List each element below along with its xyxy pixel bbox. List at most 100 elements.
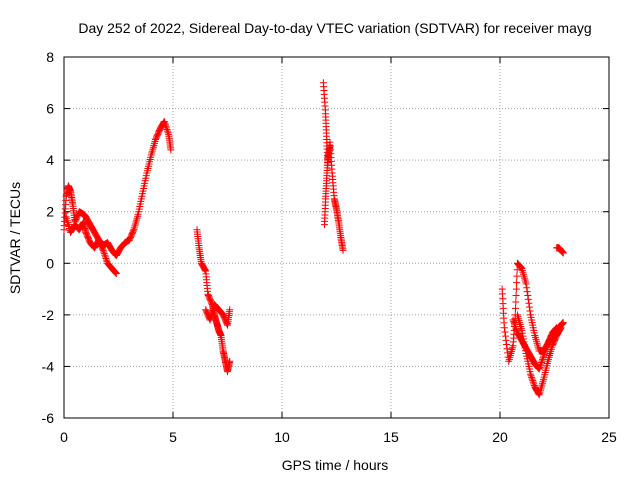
data-point [102, 254, 110, 262]
y-tick-label: 6 [46, 101, 54, 117]
series-arc-3 [319, 79, 347, 254]
data-point [503, 341, 511, 349]
series-arc-3-branch [321, 143, 334, 229]
data-point [162, 124, 170, 132]
data-point [112, 270, 120, 278]
x-tick-label: 20 [492, 429, 508, 445]
data-point [517, 263, 525, 271]
data-point [540, 352, 548, 360]
data-point [160, 117, 168, 125]
series-arc-4 [498, 259, 567, 365]
data-point [501, 328, 509, 336]
data-point [133, 214, 141, 222]
data-point [539, 354, 547, 362]
data-point [508, 346, 516, 354]
data-point [525, 299, 533, 307]
data-point [529, 378, 537, 386]
data-point [502, 336, 510, 344]
y-axis-label: SDTVAR / TECUs [7, 182, 23, 294]
series-arc-2-branch [202, 301, 234, 329]
data-point [131, 222, 139, 230]
data-point [512, 292, 520, 300]
data-point [527, 370, 535, 378]
data-point [129, 227, 137, 235]
data-points [60, 79, 567, 399]
data-point [519, 270, 527, 278]
data-point [511, 322, 519, 330]
data-point [150, 139, 158, 147]
data-point [524, 295, 532, 303]
data-point [161, 119, 169, 127]
series-arc-5 [553, 244, 567, 257]
data-point [149, 145, 157, 153]
data-point [500, 324, 508, 332]
data-point [528, 373, 536, 381]
data-point [559, 249, 567, 257]
data-point [201, 266, 209, 274]
data-point [537, 360, 545, 368]
data-point [100, 250, 108, 258]
data-point [510, 319, 518, 327]
plot-frame [63, 56, 610, 419]
data-point [536, 363, 544, 371]
data-point [531, 333, 539, 341]
data-point [536, 362, 544, 370]
data-point [339, 246, 347, 254]
data-point [101, 253, 109, 261]
data-point [161, 121, 169, 129]
x-tick-label: 15 [383, 429, 399, 445]
data-point [539, 355, 547, 363]
data-point [545, 355, 553, 363]
data-point [522, 278, 530, 286]
y-tick-label: 8 [46, 49, 54, 65]
data-point [512, 324, 520, 332]
y-tick-label: -2 [42, 307, 55, 323]
data-point [542, 346, 550, 354]
data-point [537, 359, 545, 367]
data-point [505, 357, 513, 365]
x-axis-ticks: 0 5 10 15 20 25 [60, 57, 617, 445]
data-point [512, 285, 520, 293]
data-point [148, 149, 156, 157]
data-point [525, 303, 533, 311]
data-point [542, 344, 550, 352]
data-point [539, 379, 547, 387]
data-point [522, 280, 530, 288]
data-point [326, 143, 334, 151]
data-point [509, 316, 517, 324]
data-point [112, 269, 120, 277]
data-point [164, 129, 172, 137]
data-point [111, 268, 119, 276]
series-arc-1 [60, 117, 175, 260]
data-point [540, 351, 548, 359]
data-point [513, 266, 521, 274]
data-point [503, 345, 511, 353]
data-point [539, 377, 547, 385]
data-point [526, 307, 534, 315]
y-tick-label: 4 [46, 152, 54, 168]
data-point [101, 251, 109, 259]
data-point [521, 274, 529, 282]
data-point [510, 318, 518, 326]
data-point [167, 146, 175, 154]
data-point [530, 380, 538, 388]
data-point [132, 218, 140, 226]
data-point [552, 324, 560, 332]
data-point [226, 357, 234, 365]
data-point [524, 292, 532, 300]
data-point [529, 377, 537, 385]
grid [64, 57, 609, 418]
data-point [520, 272, 528, 280]
data-point [100, 248, 108, 256]
data-point [523, 288, 531, 296]
data-point [103, 256, 111, 264]
data-point [512, 304, 520, 312]
data-point [226, 306, 234, 314]
data-point [132, 216, 140, 224]
data-point [501, 332, 509, 340]
y-tick-label: -6 [42, 410, 55, 426]
data-point [543, 342, 551, 350]
data-point [532, 335, 540, 343]
data-point [131, 220, 139, 228]
